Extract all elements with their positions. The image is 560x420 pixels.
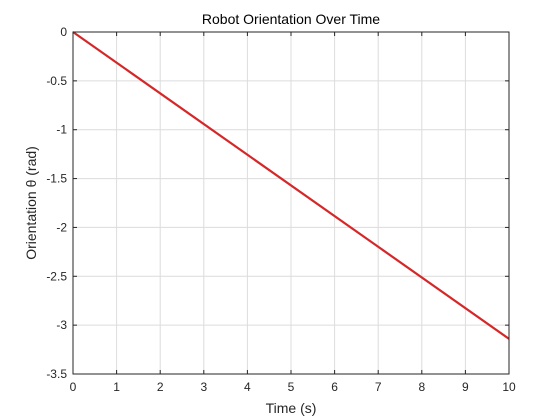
y-tick-label: -1	[56, 123, 67, 137]
x-axis-ticks: 0 1 2 3 4 5 6 7 8 9 10	[70, 32, 516, 394]
y-tick-label: -1.5	[46, 172, 67, 186]
y-tick-label: 0	[60, 25, 67, 39]
x-tick-label: 2	[157, 380, 164, 394]
x-tick-label: 9	[462, 380, 469, 394]
x-tick-label: 3	[200, 380, 207, 394]
x-tick-label: 5	[288, 380, 295, 394]
x-tick-label: 8	[418, 380, 425, 394]
x-tick-label: 7	[375, 380, 382, 394]
x-tick-label: 10	[502, 380, 516, 394]
y-tick-label: -3	[56, 318, 67, 332]
x-tick-label: 6	[331, 380, 338, 394]
y-tick-label: -2.5	[46, 269, 67, 283]
x-axis-label: Time (s)	[266, 400, 317, 416]
series-line	[72, 31, 510, 340]
chart-title: Robot Orientation Over Time	[202, 11, 380, 27]
y-tick-label: -2	[56, 220, 67, 234]
x-tick-label: 0	[70, 380, 77, 394]
y-tick-label: -0.5	[46, 74, 67, 88]
series-layer	[72, 31, 510, 340]
x-tick-label: 4	[244, 380, 251, 394]
y-axis-label: Orientation θ (rad)	[23, 146, 39, 260]
y-tick-label: -3.5	[46, 367, 67, 381]
y-axis-ticks: 0 -0.5 -1 -1.5 -2 -2.5 -3 -3.5	[46, 25, 509, 381]
grid	[72, 31, 510, 375]
x-tick-label: 1	[113, 380, 120, 394]
